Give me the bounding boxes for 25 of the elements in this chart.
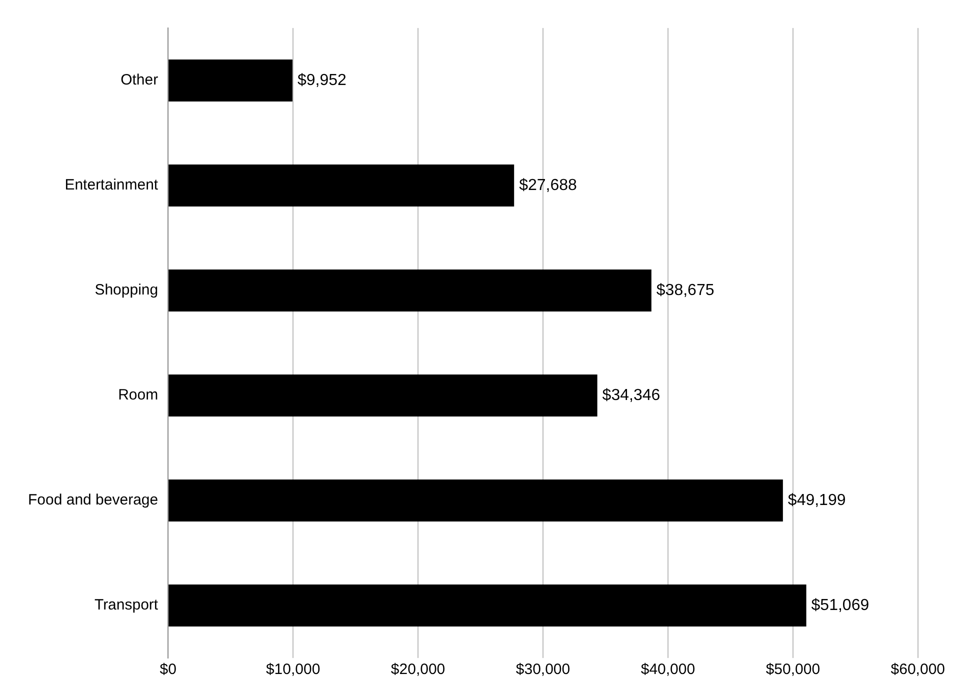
y-tick-label: Entertainment [64, 176, 159, 194]
bar [168, 60, 292, 102]
x-tick-label: $60,000 [890, 661, 946, 678]
y-tick-label: Other [120, 72, 158, 89]
data-label: $51,069 [811, 596, 870, 614]
data-label: $38,675 [656, 282, 714, 299]
bar [168, 480, 783, 522]
bar [168, 584, 806, 626]
x-tick-label: $0 [160, 661, 176, 678]
x-tick-label: $40,000 [640, 661, 696, 678]
x-tick-label: $10,000 [266, 661, 320, 678]
x-tick-label: $20,000 [390, 661, 446, 678]
y-tick-label: Shopping [94, 282, 158, 299]
data-label: $34,346 [602, 386, 660, 404]
data-label: $9,952 [297, 72, 347, 89]
y-tick-label: Food and beverage [28, 492, 158, 509]
data-label: $27,688 [519, 176, 578, 194]
bar [168, 374, 598, 416]
x-tick-label: $50,000 [766, 661, 820, 678]
y-tick-label: Room [118, 386, 158, 404]
bar [168, 164, 514, 206]
y-tick-label: Transport [94, 596, 159, 614]
bar [168, 270, 652, 312]
x-tick-label: $30,000 [516, 661, 570, 678]
data-label: $49,199 [788, 492, 846, 509]
